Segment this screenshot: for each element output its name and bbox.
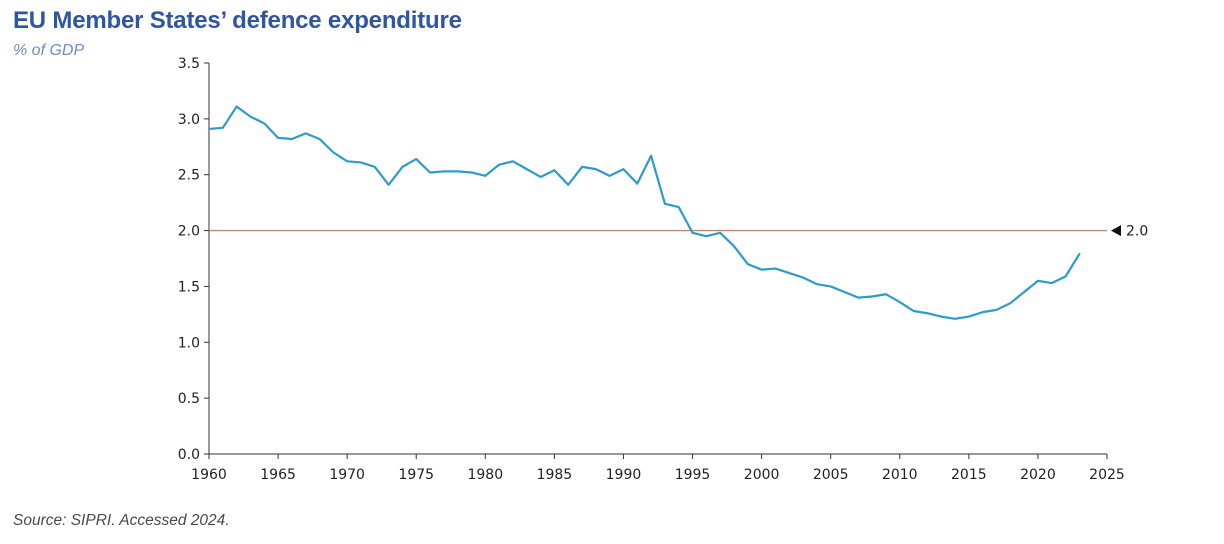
data-point xyxy=(498,164,500,166)
data-point xyxy=(332,151,334,153)
series-line xyxy=(207,105,1081,320)
data-point xyxy=(512,160,514,162)
reference-line-group: 2.0 xyxy=(209,224,1148,240)
data-point xyxy=(678,206,680,208)
data-point xyxy=(940,315,942,317)
data-point xyxy=(484,175,486,177)
x-tick-label: 1995 xyxy=(675,467,711,483)
data-point xyxy=(1037,280,1039,282)
x-tick-label: 2005 xyxy=(813,467,849,483)
data-point xyxy=(733,245,735,247)
data-point xyxy=(443,170,445,172)
data-point xyxy=(899,301,901,303)
data-point xyxy=(305,132,307,134)
data-point xyxy=(622,168,624,170)
data-point xyxy=(885,293,887,295)
data-point xyxy=(788,272,790,274)
data-point xyxy=(691,232,693,234)
data-point xyxy=(415,158,417,160)
data-point xyxy=(249,116,251,118)
x-tick-label: 2015 xyxy=(951,467,987,483)
x-tick-label: 1985 xyxy=(537,467,573,483)
y-tick-label: 3.5 xyxy=(178,56,200,72)
y-tick-label: 0.0 xyxy=(178,447,200,463)
data-point xyxy=(553,169,555,171)
data-point xyxy=(236,105,238,107)
chart-subtitle: % of GDP xyxy=(13,42,85,59)
data-point xyxy=(567,184,569,186)
y-tick-label: 1.5 xyxy=(178,279,200,295)
y-tick-label: 2.0 xyxy=(178,224,200,240)
data-point xyxy=(1023,291,1025,293)
x-tick-label: 1960 xyxy=(191,467,227,483)
x-tick-label: 1965 xyxy=(260,467,296,483)
data-point xyxy=(705,235,707,237)
x-tick-label: 1980 xyxy=(467,467,503,483)
data-point xyxy=(1064,275,1066,277)
data-point xyxy=(857,297,859,299)
data-point xyxy=(457,170,459,172)
data-point xyxy=(263,122,265,124)
x-axis: 1960 1965 1970 1975 1980 1985 1990 1995 2000 2005… xyxy=(191,453,1125,483)
data-point xyxy=(318,138,320,140)
y-tick-label: 2.5 xyxy=(178,168,200,184)
data-point xyxy=(222,127,224,129)
data-point xyxy=(816,283,818,285)
x-tick-label: 1970 xyxy=(329,467,365,483)
data-point xyxy=(650,155,652,157)
data-point xyxy=(291,138,293,140)
data-point xyxy=(968,315,970,317)
data-point xyxy=(388,184,390,186)
data-point xyxy=(360,161,362,163)
data-point xyxy=(1009,302,1011,304)
x-tick-label: 2020 xyxy=(1020,467,1056,483)
series-group xyxy=(207,105,1081,320)
data-point xyxy=(843,291,845,293)
data-point xyxy=(747,263,749,265)
x-tick-label: 2000 xyxy=(744,467,780,483)
data-point xyxy=(802,276,804,278)
x-tick-label: 2025 xyxy=(1089,467,1125,483)
x-tick-label: 1990 xyxy=(606,467,642,483)
data-point xyxy=(429,171,431,173)
y-tick-label: 1.0 xyxy=(178,335,200,351)
data-point xyxy=(636,183,638,185)
x-tick-label: 1975 xyxy=(398,467,434,483)
data-point xyxy=(401,166,403,168)
data-point xyxy=(982,311,984,313)
data-point xyxy=(595,168,597,170)
data-point xyxy=(470,171,472,173)
y-tick-label: 0.5 xyxy=(178,391,200,407)
data-point xyxy=(761,269,763,271)
data-point xyxy=(581,166,583,168)
data-point xyxy=(609,175,611,177)
data-point xyxy=(208,128,210,130)
data-point xyxy=(526,168,528,170)
data-point xyxy=(926,312,928,314)
data-point xyxy=(277,137,279,139)
x-tick-label: 2010 xyxy=(882,467,918,483)
data-point xyxy=(664,203,666,205)
y-axis: 0.0 0.5 1.0 1.5 2.0 2.5 3.0 3.5 xyxy=(178,56,210,463)
chart-title: EU Member States’ defence expenditure xyxy=(13,7,462,34)
data-point xyxy=(539,176,541,178)
data-point xyxy=(912,310,914,312)
data-point xyxy=(1051,282,1053,284)
data-point xyxy=(995,309,997,311)
data-point xyxy=(954,318,956,320)
data-point xyxy=(774,267,776,269)
reference-arrow-icon xyxy=(1111,225,1121,237)
data-point xyxy=(830,285,832,287)
data-point xyxy=(719,232,721,234)
reference-label: 2.0 xyxy=(1126,224,1148,240)
data-point xyxy=(374,166,376,168)
data-point xyxy=(871,295,873,297)
y-tick-label: 3.0 xyxy=(178,112,200,128)
data-point xyxy=(346,160,348,162)
source-note: Source: SIPRI. Accessed 2024. xyxy=(13,512,230,529)
data-point xyxy=(1078,253,1080,255)
